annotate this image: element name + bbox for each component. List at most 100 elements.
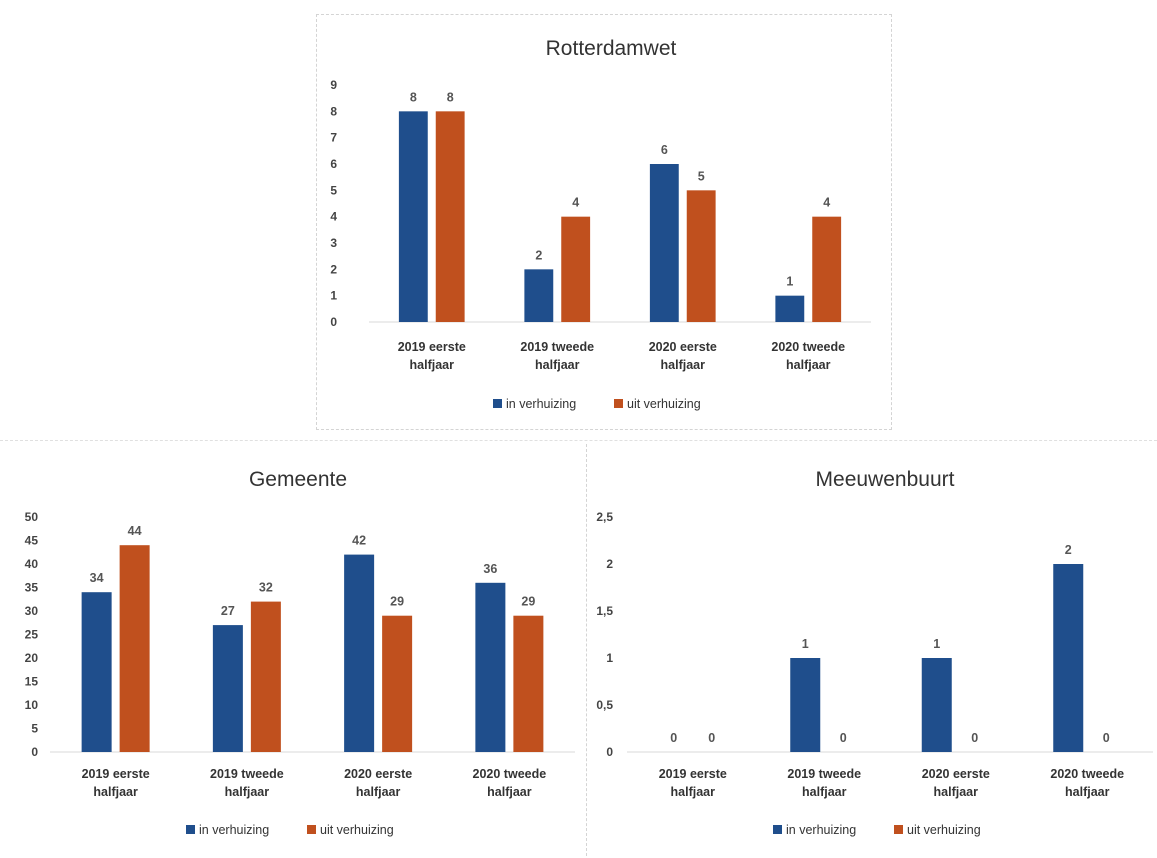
y-tick-label: 20	[25, 651, 39, 665]
bar-in-verhuizing	[81, 592, 112, 752]
bar-uit-verhuizing	[513, 615, 544, 752]
category-label: halfjaar	[356, 785, 401, 799]
bar-uit-verhuizing	[250, 601, 281, 752]
category-label: halfjaar	[535, 358, 580, 372]
category-label: 2020 eerste	[649, 340, 717, 354]
data-label: 8	[410, 90, 417, 104]
y-tick-label: 2,5	[596, 510, 613, 524]
y-tick-label: 7	[330, 131, 337, 145]
legend-swatch-in	[773, 825, 782, 834]
chart-gemeente-svg: Gemeente 0 5 10 15 20 25 30 35 40 45 50 34 44 2019 ee…	[25, 468, 575, 837]
y-tick-label: 0,5	[596, 698, 613, 712]
chart-rotterdamwet: Rotterdamwet 0 1 2 3 4 5 6 7 8 9 8 8 2019 eerste half…	[316, 14, 892, 430]
bar-in-verhuizing	[790, 658, 821, 752]
y-tick-label: 45	[25, 534, 39, 548]
bar-in-verhuizing	[398, 111, 428, 322]
data-label: 32	[259, 581, 273, 595]
bar-in-verhuizing	[344, 554, 375, 752]
category-label: halfjaar	[934, 785, 979, 799]
data-label: 1	[786, 275, 793, 289]
category-label: 2020 tweede	[473, 767, 547, 781]
category-label: halfjaar	[410, 358, 455, 372]
bar-in-verhuizing	[524, 269, 554, 322]
bar-in-verhuizing	[475, 582, 506, 752]
y-tick-label: 8	[330, 104, 337, 118]
legend-entry: uit verhuizing	[320, 823, 394, 837]
legend-swatch-in	[493, 399, 502, 408]
y-tick-label: 0	[31, 745, 38, 759]
y-tick-label: 25	[25, 628, 39, 642]
legend-entry: in verhuizing	[506, 397, 576, 411]
bar-in-verhuizing	[775, 295, 805, 322]
chart-rotterdamwet-svg: Rotterdamwet 0 1 2 3 4 5 6 7 8 9 8 8 2019 eerste half…	[330, 37, 871, 411]
y-tick-label: 1	[330, 289, 337, 303]
category-label: 2019 tweede	[520, 340, 594, 354]
category-label: 2019 tweede	[210, 767, 284, 781]
data-label: 0	[971, 731, 978, 745]
category-label: 2019 tweede	[787, 767, 861, 781]
y-tick-label: 1	[606, 651, 613, 665]
bar-in-verhuizing	[1053, 564, 1084, 752]
category-label: halfjaar	[487, 785, 532, 799]
category-label: 2019 eerste	[659, 767, 727, 781]
data-label: 8	[447, 90, 454, 104]
bar-uit-verhuizing	[382, 615, 413, 752]
data-label: 4	[823, 196, 830, 210]
chart-meeuwenbuurt-svg: Meeuwenbuurt 0 0,5 1 1,5 2 2,5 0 0 2019 eerste ha…	[596, 468, 1153, 837]
category-label: halfjaar	[93, 785, 138, 799]
y-tick-label: 30	[25, 604, 39, 618]
y-tick-label: 1,5	[596, 604, 613, 618]
bar-in-verhuizing	[212, 625, 243, 752]
data-label: 0	[840, 731, 847, 745]
data-label: 0	[670, 731, 677, 745]
category-label: 2019 eerste	[398, 340, 466, 354]
chart-title: Meeuwenbuurt	[816, 468, 955, 491]
category-label: halfjaar	[225, 785, 270, 799]
data-label: 4	[572, 196, 579, 210]
y-tick-label: 15	[25, 675, 39, 689]
category-label: 2019 eerste	[82, 767, 150, 781]
category-label: 2020 tweede	[771, 340, 845, 354]
y-tick-label: 5	[330, 183, 337, 197]
y-tick-label: 9	[330, 78, 337, 92]
category-label: halfjaar	[1065, 785, 1110, 799]
category-label: 2020 tweede	[1050, 767, 1124, 781]
bar-uit-verhuizing	[119, 545, 150, 752]
data-label: 6	[661, 143, 668, 157]
legend-swatch-uit	[614, 399, 623, 408]
bar-uit-verhuizing	[435, 111, 465, 322]
bar-uit-verhuizing	[686, 190, 716, 322]
data-label: 1	[933, 637, 940, 651]
y-tick-label: 10	[25, 698, 39, 712]
data-label: 36	[483, 562, 497, 576]
data-label: 27	[221, 604, 235, 618]
y-tick-label: 3	[330, 236, 337, 250]
data-label: 0	[708, 731, 715, 745]
chart-meeuwenbuurt: Meeuwenbuurt 0 0,5 1 1,5 2 2,5 0 0 2019 eerste ha…	[586, 444, 1157, 856]
data-label: 1	[802, 637, 809, 651]
bar-uit-verhuizing	[561, 216, 591, 322]
bar-in-verhuizing	[921, 658, 952, 752]
data-label: 2	[535, 248, 542, 262]
bar-uit-verhuizing	[812, 216, 842, 322]
legend-entry: uit verhuizing	[907, 823, 981, 837]
category-label: halfjaar	[661, 358, 706, 372]
legend-entry: in verhuizing	[786, 823, 856, 837]
data-label: 0	[1103, 731, 1110, 745]
data-label: 5	[698, 169, 705, 183]
separator-line	[0, 440, 1157, 441]
legend-entry: uit verhuizing	[627, 397, 701, 411]
chart-gemeente: Gemeente 0 5 10 15 20 25 30 35 40 45 50 34 44 2019 ee…	[0, 444, 580, 856]
category-label: 2020 eerste	[344, 767, 412, 781]
y-tick-label: 0	[330, 315, 337, 329]
legend-entry: in verhuizing	[199, 823, 269, 837]
legend-swatch-in	[186, 825, 195, 834]
y-tick-label: 6	[330, 157, 337, 171]
chart-title: Rotterdamwet	[546, 37, 677, 60]
y-tick-label: 0	[606, 745, 613, 759]
y-tick-label: 35	[25, 581, 39, 595]
data-label: 29	[390, 595, 404, 609]
y-tick-label: 50	[25, 510, 39, 524]
y-tick-label: 2	[330, 262, 337, 276]
y-tick-label: 5	[31, 722, 38, 736]
